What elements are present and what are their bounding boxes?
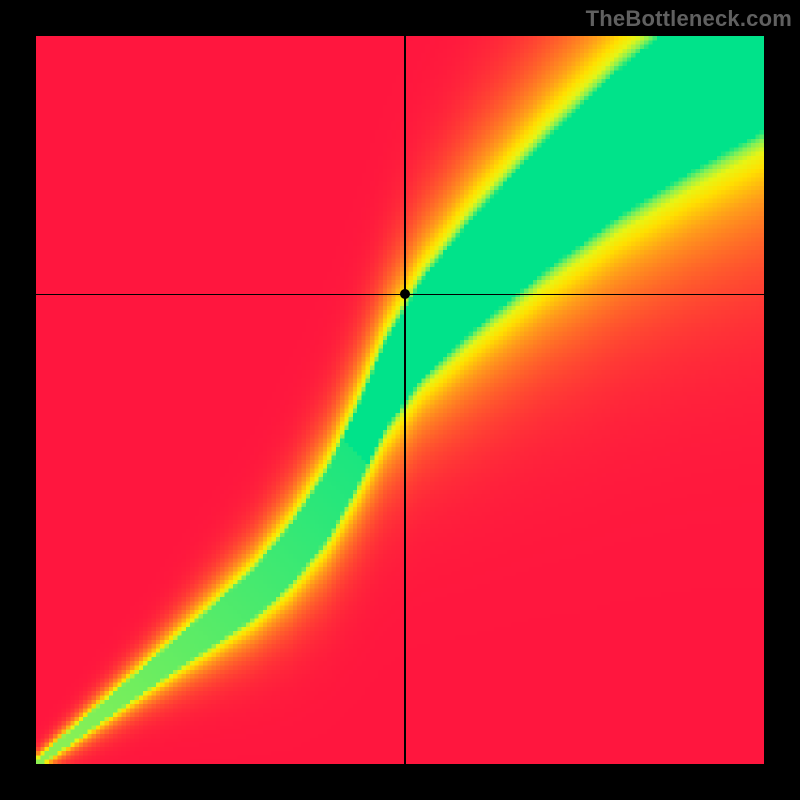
crosshair-marker bbox=[400, 289, 410, 299]
heatmap-canvas bbox=[36, 36, 764, 764]
heatmap-plot bbox=[36, 36, 764, 764]
crosshair-vertical bbox=[404, 36, 406, 764]
watermark-text: TheBottleneck.com bbox=[586, 6, 792, 32]
